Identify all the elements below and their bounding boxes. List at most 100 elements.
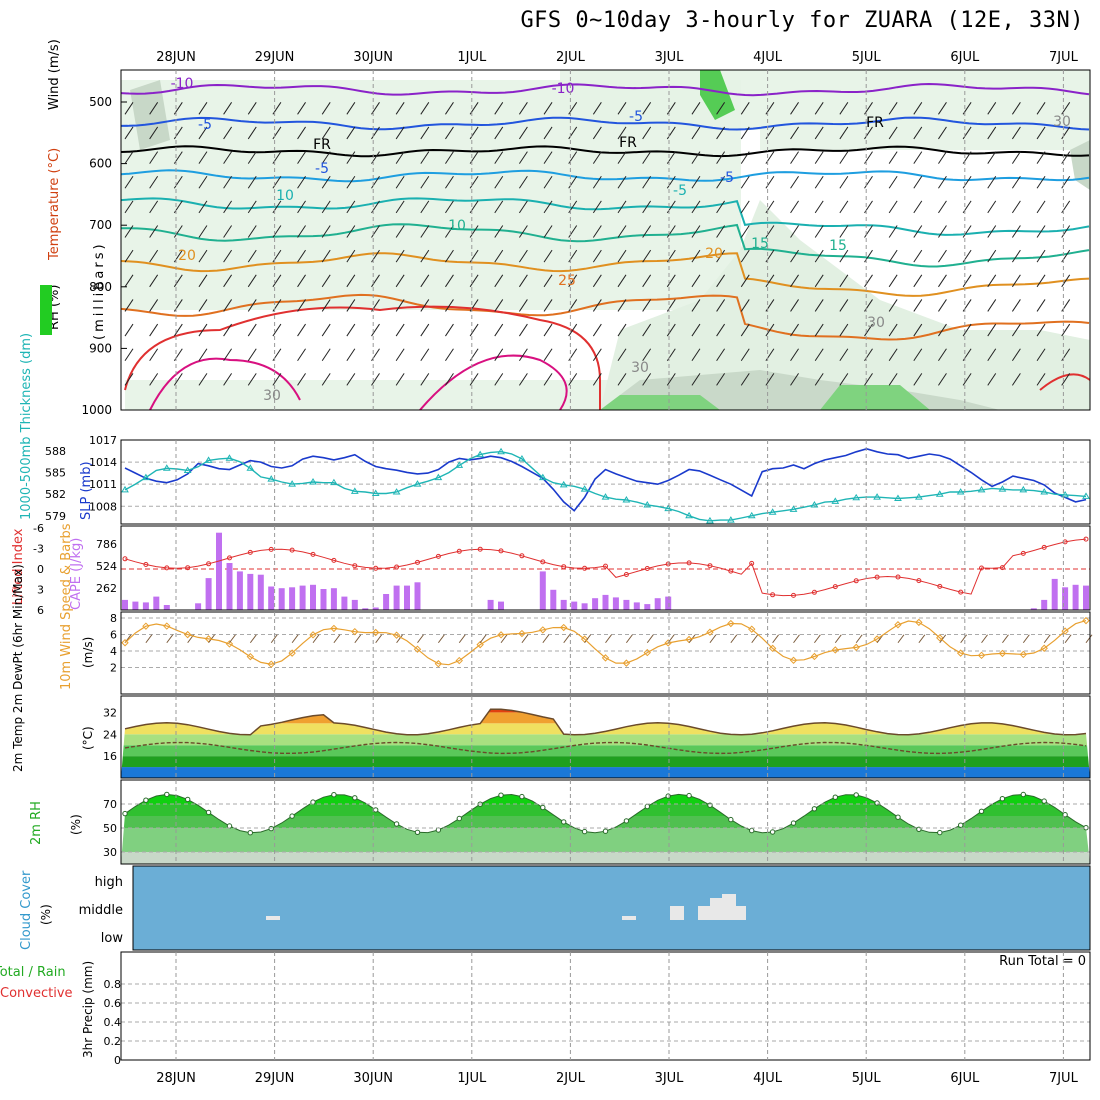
wind10m-frame bbox=[120, 611, 1091, 695]
wind-barb bbox=[617, 373, 627, 386]
rh-shade-green bbox=[820, 385, 930, 410]
slp-ylabel: SLP (mb) bbox=[79, 461, 94, 520]
wind-barb bbox=[740, 151, 750, 164]
wind-barb bbox=[149, 102, 159, 115]
temp-tick: 16 bbox=[103, 750, 117, 763]
wind-barb bbox=[420, 274, 430, 288]
li-marker bbox=[122, 556, 128, 562]
temperature-contour-30 bbox=[1039, 373, 1091, 391]
wind-tick: 6 bbox=[110, 629, 117, 642]
wind-barb bbox=[149, 249, 159, 263]
wind-barb bbox=[666, 225, 676, 238]
wind-barb bbox=[445, 323, 454, 337]
cape-bar bbox=[362, 608, 369, 610]
wind-barb bbox=[173, 323, 183, 337]
cape-bar bbox=[602, 594, 609, 610]
thickness-marker bbox=[455, 461, 464, 468]
wind-barb-10m bbox=[646, 634, 654, 644]
cape-tick: 524 bbox=[96, 560, 117, 573]
wind-barb bbox=[642, 175, 652, 189]
wind-barb bbox=[1011, 175, 1021, 189]
wind-barb bbox=[839, 274, 849, 288]
wind-barb bbox=[913, 200, 923, 214]
date-label-bottom: 6JUL bbox=[950, 1071, 980, 1086]
thickness-marker bbox=[246, 464, 255, 471]
thickness-marker bbox=[476, 450, 485, 458]
wind-barb bbox=[198, 225, 208, 238]
date-label-top: 2JUL bbox=[556, 50, 586, 65]
wind-barb-10m bbox=[730, 634, 738, 644]
cape-bar bbox=[571, 601, 578, 610]
wind-barb bbox=[149, 151, 159, 164]
thickness-marker bbox=[831, 497, 840, 504]
wind-barb bbox=[568, 274, 578, 288]
wind-barb bbox=[247, 151, 257, 164]
rh-marker bbox=[519, 793, 525, 800]
contour-label: 25 bbox=[558, 273, 576, 289]
slp-series bbox=[124, 447, 1087, 512]
wind-barb bbox=[740, 102, 750, 115]
wind-barb bbox=[223, 151, 233, 164]
wind-barb bbox=[518, 274, 528, 288]
upper-air-ytick: 700 bbox=[89, 218, 112, 232]
wind-barb bbox=[346, 299, 356, 312]
cape-bar bbox=[539, 571, 546, 610]
contour-label: 15 bbox=[829, 238, 847, 254]
rh-marker bbox=[853, 792, 859, 798]
date-label-bottom: 2JUL bbox=[556, 1071, 586, 1086]
thickness-ylabel: 1000-500mb Thickness (dm) bbox=[19, 333, 34, 520]
wind-barb bbox=[518, 249, 528, 263]
wind-barb bbox=[814, 299, 824, 312]
cape-bar bbox=[623, 599, 630, 610]
rh-marker bbox=[1041, 798, 1047, 804]
wind-barb bbox=[740, 348, 750, 361]
wind-barb bbox=[543, 274, 553, 288]
wind-barb bbox=[149, 323, 159, 337]
temp-tick: 32 bbox=[103, 706, 117, 719]
wind-barb bbox=[543, 323, 553, 337]
cloud-level-label: low bbox=[101, 931, 124, 946]
cloud-block bbox=[722, 894, 736, 920]
wind-barb bbox=[913, 348, 923, 361]
rh-marker bbox=[811, 806, 818, 812]
wind-barb bbox=[445, 299, 454, 312]
wind-barb bbox=[592, 274, 602, 288]
wind-barb bbox=[272, 175, 282, 189]
wind-barb bbox=[223, 323, 233, 337]
wind-barb bbox=[395, 200, 405, 214]
wind-barb bbox=[839, 299, 849, 312]
cloud-block bbox=[670, 906, 684, 920]
wind-barb bbox=[371, 323, 380, 337]
rh-marker bbox=[749, 827, 755, 834]
wind-barb bbox=[321, 151, 331, 164]
wind-barb bbox=[765, 373, 775, 386]
wind-barb bbox=[149, 175, 159, 189]
wind-barb bbox=[272, 225, 282, 238]
wind-barb bbox=[395, 249, 405, 263]
wind-barb bbox=[518, 373, 528, 386]
wind-barb bbox=[124, 126, 134, 140]
rh-marker bbox=[122, 810, 128, 817]
contour-label: FR bbox=[866, 115, 884, 131]
cape-bar bbox=[153, 596, 160, 610]
cape-bar bbox=[122, 599, 128, 610]
cape-tick: 786 bbox=[96, 538, 117, 551]
wind-barb bbox=[247, 323, 257, 337]
wind-barb bbox=[247, 373, 257, 386]
wind-barb bbox=[198, 126, 208, 140]
wind-barb bbox=[592, 323, 602, 337]
wind-barb bbox=[716, 348, 726, 361]
wind-barb bbox=[173, 225, 183, 238]
wind-barb bbox=[518, 200, 528, 214]
wind-barb bbox=[740, 225, 750, 238]
wind-barb bbox=[420, 200, 430, 214]
wind-barb bbox=[740, 175, 750, 189]
li-marker bbox=[331, 557, 337, 563]
precip-tick: 0.2 bbox=[104, 1035, 122, 1048]
rh-ylabel: 2m RH bbox=[29, 801, 44, 845]
thickness-marker bbox=[956, 488, 965, 495]
rh-marker bbox=[1062, 812, 1068, 818]
wind-barb bbox=[494, 151, 504, 164]
rh-legend-swatch bbox=[40, 285, 52, 335]
precip-ylabel-text: 3hr Precip (mm) bbox=[81, 961, 95, 1058]
